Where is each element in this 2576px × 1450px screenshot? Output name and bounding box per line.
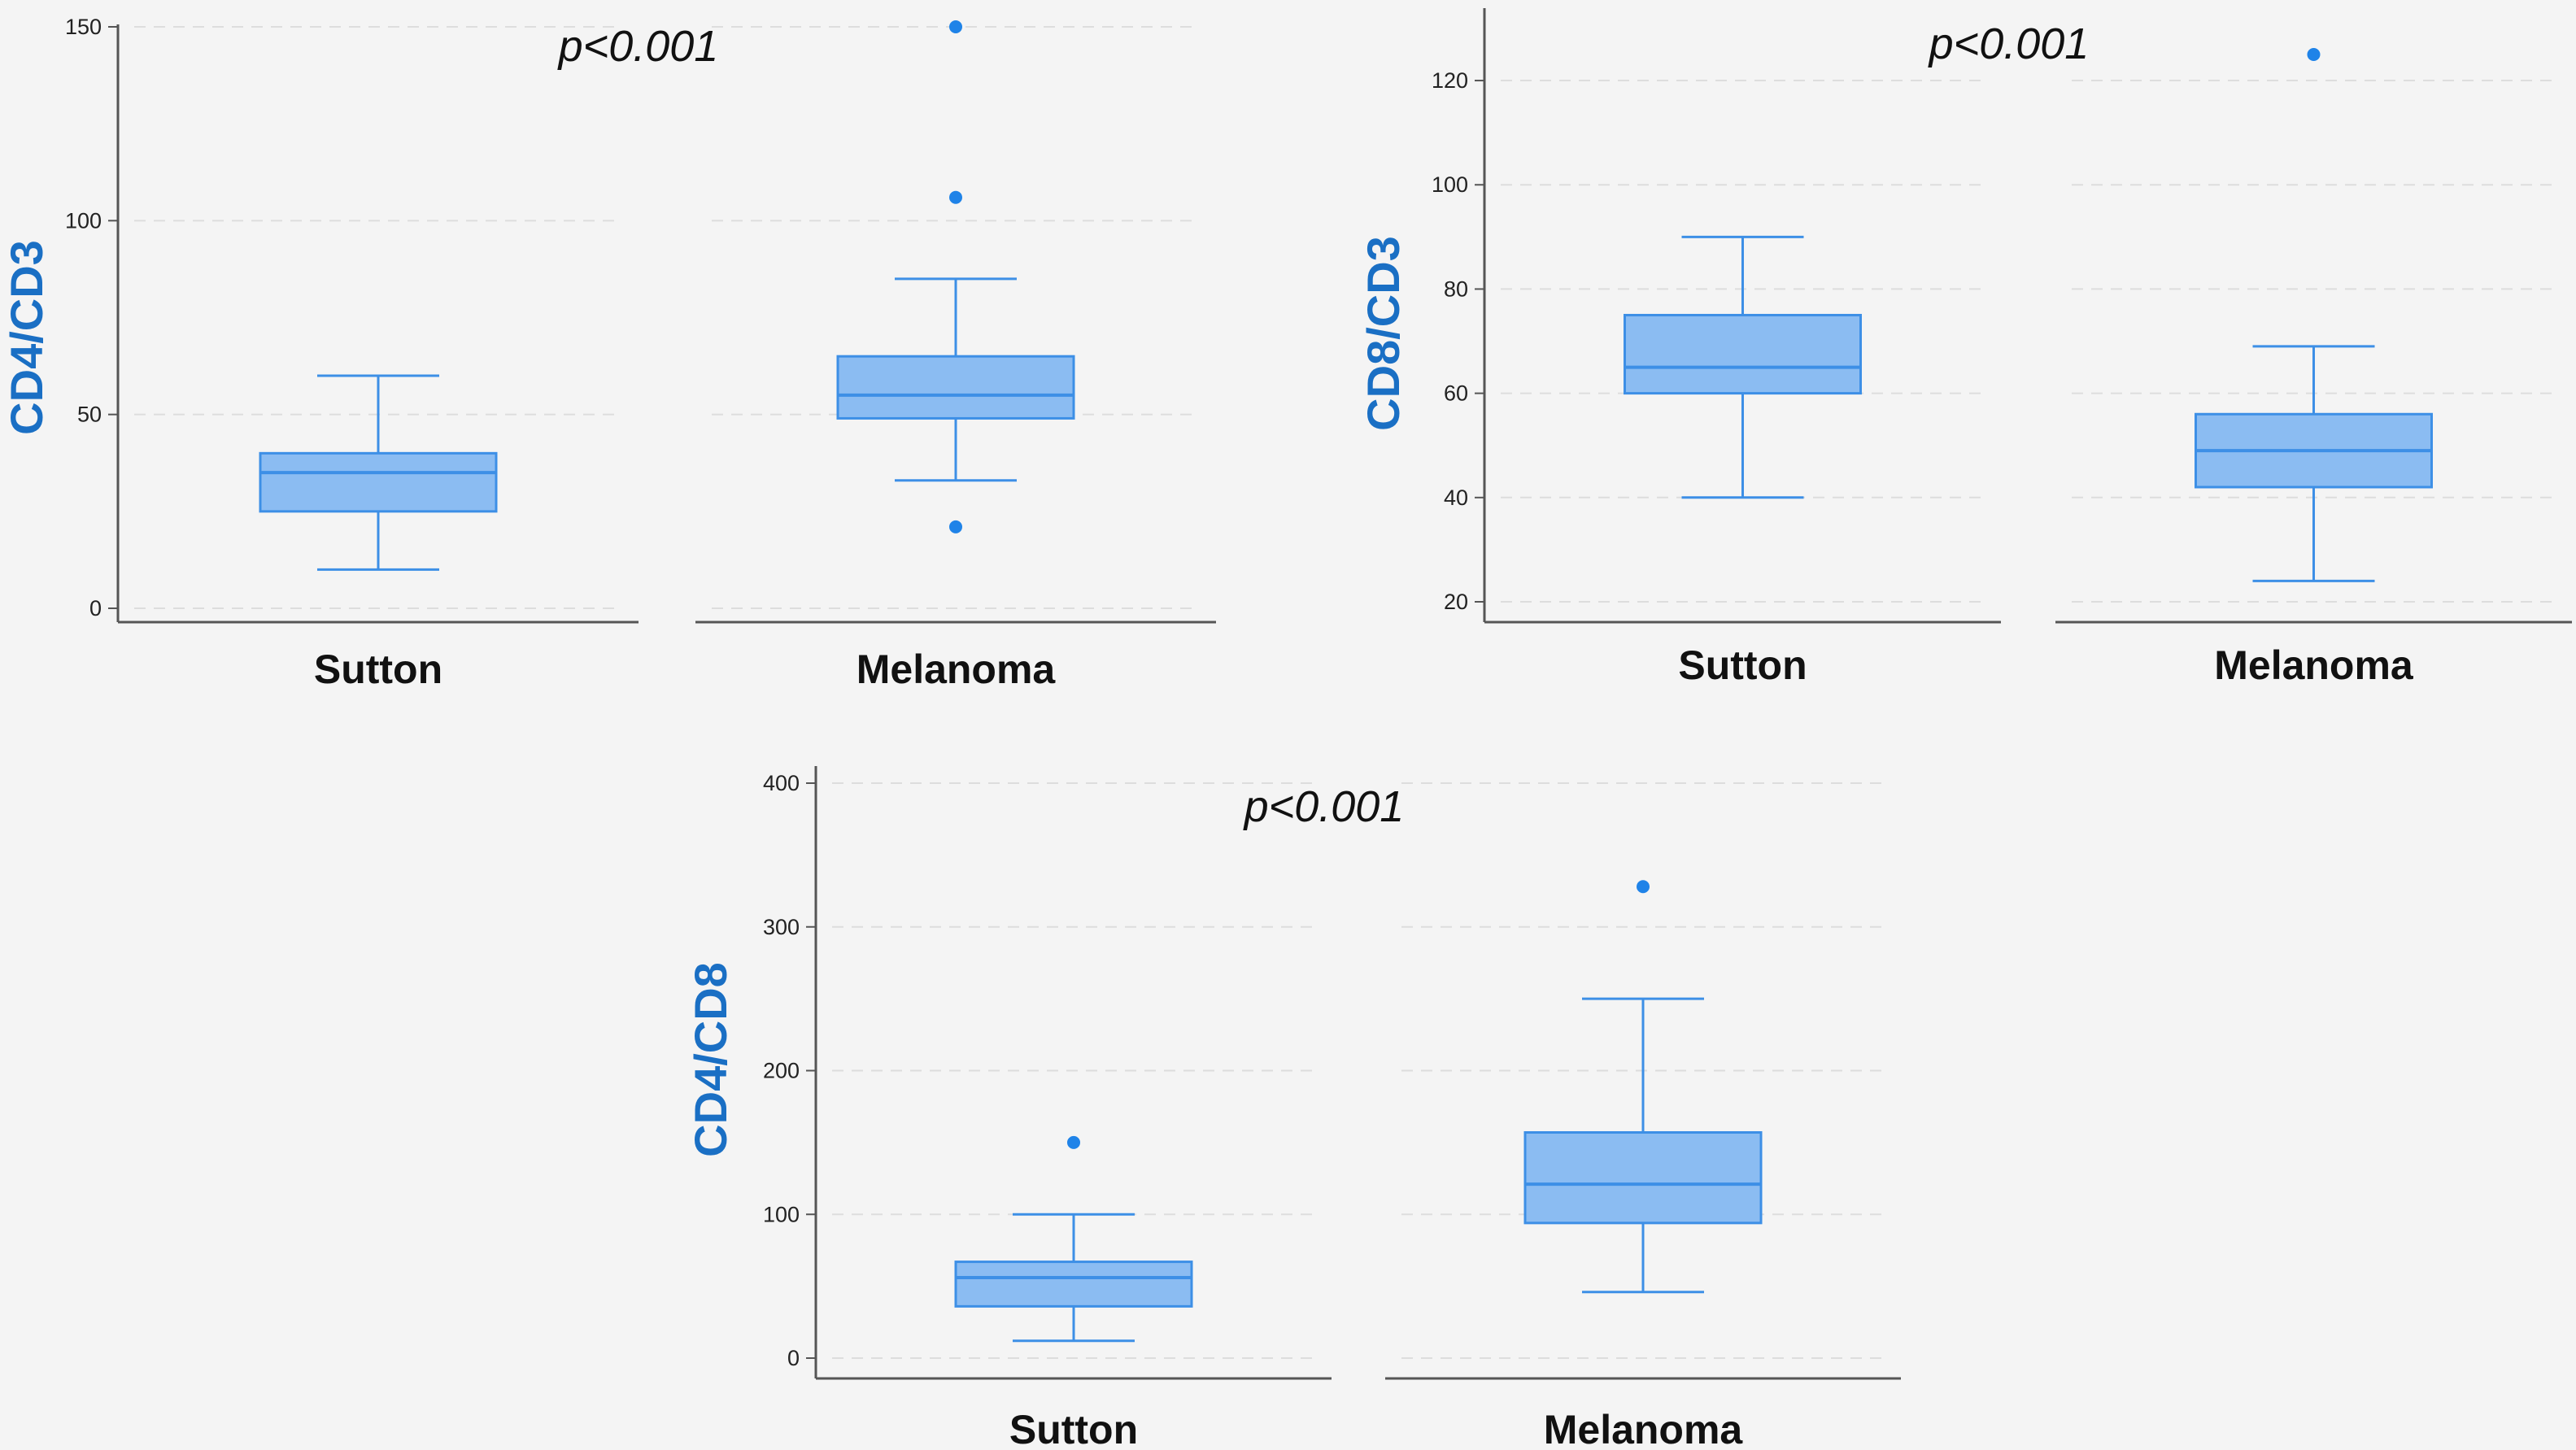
- p-value-annotation: p<0.001: [1243, 782, 1405, 831]
- x-category-label: Sutton: [1678, 642, 1807, 688]
- outlier-point: [949, 520, 962, 533]
- p-value-annotation: p<0.001: [557, 22, 719, 71]
- x-category-label: Melanoma: [2214, 642, 2414, 688]
- box-sutton: [259, 374, 498, 571]
- y-tick-label: 60: [1444, 381, 1468, 406]
- y-tick-label: 0: [89, 596, 102, 620]
- y-axis-title: CD4/CD8: [685, 962, 736, 1157]
- y-tick-label: 120: [1432, 68, 1468, 93]
- box-iqr: [954, 1261, 1193, 1308]
- y-tick-label: 100: [763, 1202, 800, 1226]
- y-tick-label: 20: [1444, 590, 1468, 614]
- y-tick-label: 300: [763, 915, 800, 939]
- outlier-point: [1067, 1135, 1080, 1149]
- y-tick-label: 100: [65, 208, 102, 233]
- y-tick-label: 40: [1444, 486, 1468, 510]
- p-value-annotation: p<0.001: [1928, 20, 2090, 68]
- y-tick-label: 0: [787, 1346, 800, 1370]
- y-tick-label: 80: [1444, 277, 1468, 301]
- box-sutton: [1624, 235, 1862, 499]
- box-iqr: [259, 451, 498, 513]
- box-melanoma: [1523, 880, 1763, 1294]
- x-category-label: Melanoma: [1544, 1407, 1744, 1450]
- box-melanoma: [2195, 48, 2433, 582]
- outlier-point: [2307, 48, 2321, 61]
- box-melanoma: [836, 20, 1075, 533]
- chart-3: 0 100 200 300 400 CD4/CD8 p<0.001 Sutton Melanom…: [685, 766, 1901, 1450]
- x-category-label: Sutton: [314, 647, 442, 692]
- x-category-label: Sutton: [1009, 1407, 1138, 1450]
- outlier-point: [1637, 880, 1650, 894]
- x-category-label: Melanoma: [856, 647, 1057, 692]
- y-tick-label: 50: [77, 403, 102, 427]
- box-iqr: [1624, 313, 1862, 395]
- y-tick-label: 150: [65, 15, 102, 39]
- box-sutton: [954, 1135, 1193, 1343]
- box-iqr: [1523, 1131, 1763, 1225]
- y-axis-title: CD4/CD3: [1, 240, 52, 435]
- y-tick-label: 200: [763, 1059, 800, 1083]
- y-tick-label: 400: [763, 771, 800, 795]
- y-tick-label: 100: [1432, 172, 1468, 197]
- y-axis-title: CD8/CD3: [1358, 236, 1409, 431]
- outlier-point: [949, 190, 962, 204]
- box-iqr: [836, 355, 1075, 420]
- outlier-point: [949, 20, 962, 33]
- chart-2: 20 40 60 80 100 120 CD8/CD3 p<0.001 Sutton Melano…: [1358, 8, 2572, 688]
- chart-1: 0 50 100 150 CD4/CD3 p<0.001 Sutton Melanoma: [1, 15, 1216, 692]
